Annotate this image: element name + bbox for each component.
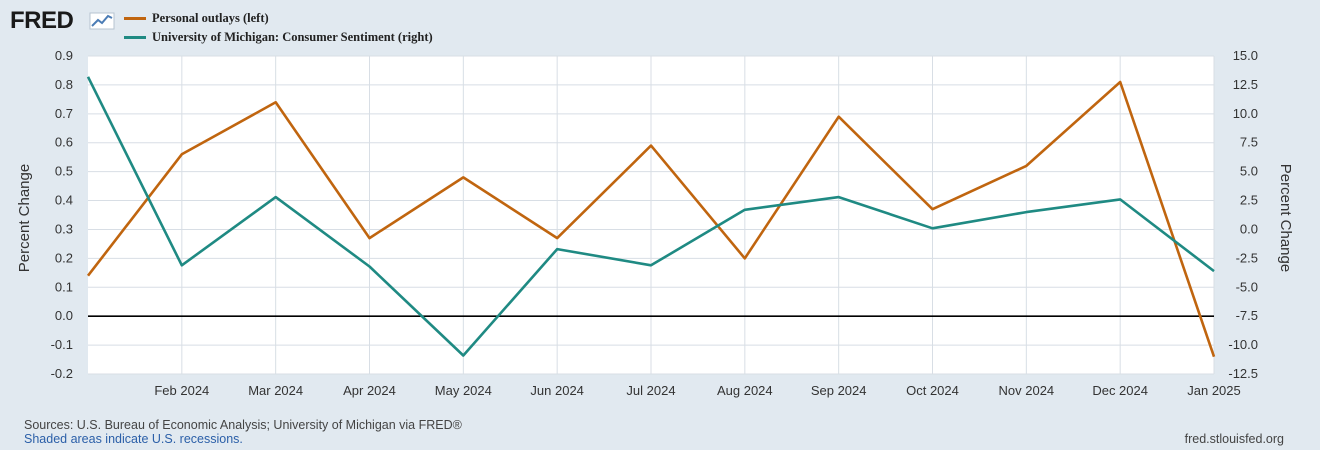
left-tick-label: 0.7 [55, 106, 73, 121]
right-tick-label: 0.0 [1240, 221, 1258, 236]
right-tick-label: 12.5 [1233, 77, 1258, 92]
right-tick-label: -12.5 [1228, 366, 1258, 381]
left-tick-label: 0.5 [55, 164, 73, 179]
x-tick-label: Sep 2024 [811, 383, 867, 398]
left-axis-ticks: 0.9 0.8 0.7 0.6 0.5 0.4 0.3 0.2 0.1 0.0 -0.1 -0.2 [51, 48, 73, 381]
x-tick-label: Oct 2024 [906, 383, 959, 398]
right-tick-label: -10.0 [1228, 337, 1258, 352]
left-tick-label: 0.9 [55, 48, 73, 63]
x-tick-label: Jul 2024 [626, 383, 675, 398]
x-tick-label: Aug 2024 [717, 383, 773, 398]
x-tick-label: Feb 2024 [154, 383, 209, 398]
series-group [86, 76, 1216, 358]
chart-trend-icon [89, 12, 115, 30]
legend-swatch-personal-outlays [124, 16, 146, 20]
sources-note: Sources: U.S. Bureau of Economic Analysi… [24, 418, 462, 432]
right-tick-label: -7.5 [1236, 308, 1258, 323]
left-axis-label: Percent Change [16, 164, 33, 272]
x-tick-label: Mar 2024 [248, 383, 303, 398]
x-tick-label: Jun 2024 [530, 383, 584, 398]
left-tick-label: 0.3 [55, 221, 73, 236]
grid-lines [88, 55, 1215, 375]
right-axis-label: Percent Change [1277, 164, 1294, 272]
series-line-consumer-sentiment[interactable] [86, 76, 1215, 357]
right-tick-label: 10.0 [1233, 106, 1258, 121]
site-url[interactable]: fred.stlouisfed.org [1184, 432, 1284, 446]
x-tick-label: Dec 2024 [1092, 383, 1148, 398]
legend-label-consumer-sentiment: University of Michigan: Consumer Sentime… [152, 30, 433, 44]
right-tick-label: 5.0 [1240, 164, 1258, 179]
legend-label-personal-outlays: Personal outlays (left) [152, 11, 269, 25]
recession-note-link[interactable]: Shaded areas indicate U.S. recessions. [24, 432, 243, 446]
right-tick-label: 2.5 [1240, 193, 1258, 208]
x-tick-label: Jan 2025 [1187, 383, 1241, 398]
right-tick-label: -2.5 [1236, 250, 1258, 265]
series-line-personal-outlays[interactable] [86, 80, 1216, 358]
x-tick-label: May 2024 [435, 383, 492, 398]
x-axis-ticks: Feb 2024 Mar 2024 Apr 2024 May 2024 Jun 2024… [154, 383, 1240, 398]
legend-item-personal-outlays: Personal outlays (left) [124, 11, 269, 26]
left-tick-label: 0.1 [55, 279, 73, 294]
x-tick-label: Apr 2024 [343, 383, 396, 398]
left-tick-label: 0.4 [55, 193, 73, 208]
right-tick-label: 15.0 [1233, 48, 1258, 63]
right-tick-label: 7.5 [1240, 135, 1258, 150]
line-chart: Feb 2024 Mar 2024 Apr 2024 May 2024 Jun 2024… [16, 48, 1294, 398]
left-tick-label: 0.0 [55, 308, 73, 323]
fred-logo-text: FRED [10, 7, 74, 34]
legend-item-consumer-sentiment: University of Michigan: Consumer Sentime… [124, 30, 433, 45]
left-tick-label: 0.8 [55, 77, 73, 92]
left-tick-label: -0.2 [51, 366, 73, 381]
right-tick-label: -5.0 [1236, 279, 1258, 294]
right-axis-ticks: 15.0 12.5 10.0 7.5 5.0 2.5 0.0 -2.5 -5.0 -7.5 -10.… [1228, 48, 1258, 381]
legend-swatch-consumer-sentiment [124, 35, 146, 39]
x-tick-label: Nov 2024 [999, 383, 1055, 398]
left-tick-label: 0.2 [55, 250, 73, 265]
fred-logo: FRED [10, 7, 115, 34]
left-tick-label: 0.6 [55, 135, 73, 150]
left-tick-label: -0.1 [51, 337, 73, 352]
